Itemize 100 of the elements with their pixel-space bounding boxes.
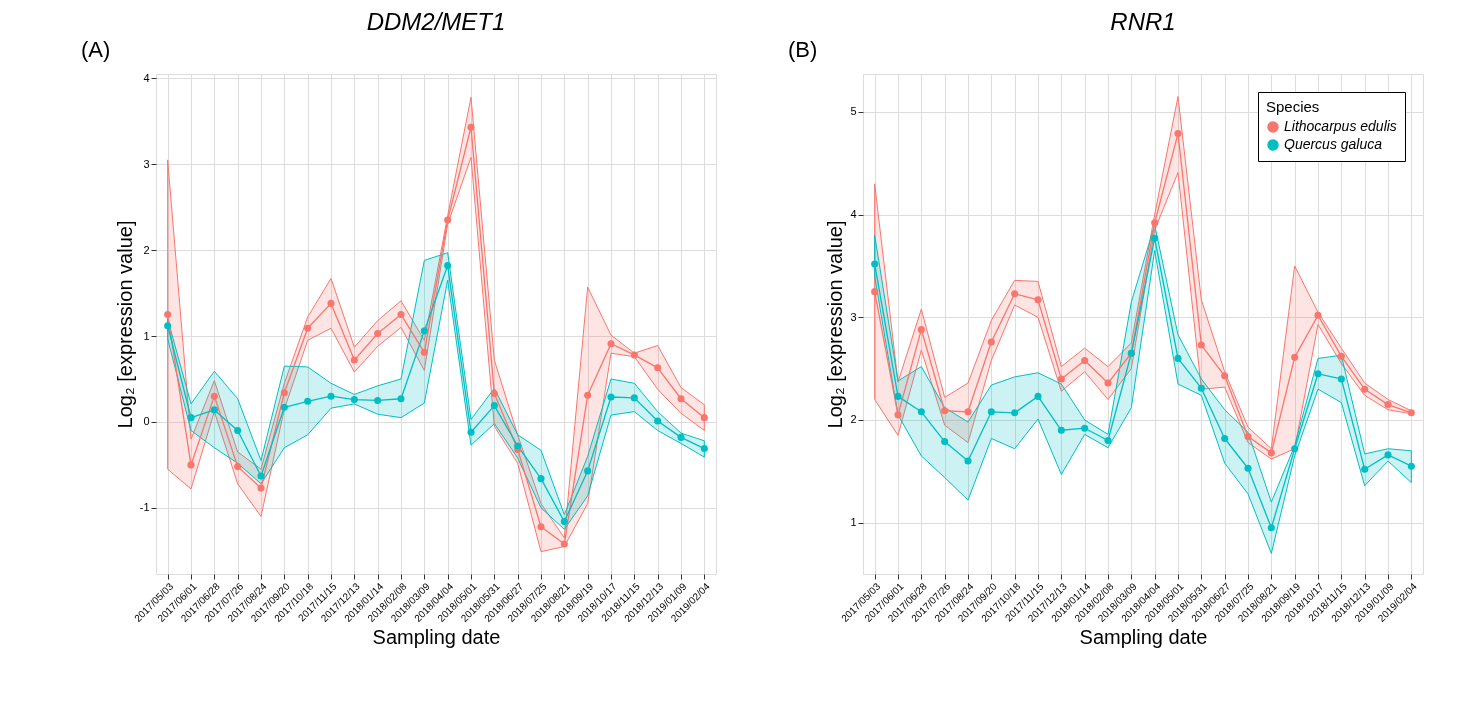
point <box>234 463 242 471</box>
point <box>1361 385 1369 393</box>
point <box>987 338 995 346</box>
y-tick-label: 3 <box>143 157 150 170</box>
point <box>537 475 545 483</box>
point <box>280 403 288 411</box>
text: (B) <box>788 37 818 62</box>
point <box>1221 434 1229 443</box>
point <box>1314 311 1322 319</box>
point <box>677 395 685 403</box>
point <box>1314 370 1322 378</box>
chart-title: DDM2/MET1 <box>366 8 506 35</box>
point <box>964 457 972 465</box>
point <box>420 348 428 356</box>
y-tick-label: 0 <box>143 415 150 428</box>
legend-title: Species <box>1266 98 1320 115</box>
point <box>467 428 475 436</box>
chart-title: RNR1 <box>1110 8 1176 35</box>
point <box>1011 290 1019 298</box>
point <box>1197 341 1205 349</box>
point <box>894 411 902 419</box>
point <box>1291 353 1299 361</box>
point <box>941 407 949 415</box>
point <box>654 417 662 425</box>
point <box>1384 401 1392 409</box>
point <box>210 392 218 400</box>
point <box>871 288 879 296</box>
point <box>490 402 498 410</box>
point <box>1244 464 1252 472</box>
point <box>1361 465 1369 473</box>
point <box>444 216 452 224</box>
point <box>350 356 358 364</box>
y-tick-label: 4 <box>143 71 150 84</box>
point <box>1011 409 1019 417</box>
point <box>164 311 172 319</box>
point <box>607 340 615 348</box>
point <box>917 408 925 416</box>
point <box>560 518 568 526</box>
point <box>700 445 708 453</box>
point <box>397 395 405 403</box>
point <box>304 397 312 405</box>
point <box>584 467 592 475</box>
point <box>537 523 545 531</box>
legend-label: Lithocarpus edulis <box>1284 118 1397 134</box>
x-axis-title: Sampling date <box>372 625 501 648</box>
y-tick-label: -1 <box>139 501 150 514</box>
point <box>607 393 615 401</box>
point <box>700 414 708 422</box>
point <box>327 299 335 307</box>
point <box>560 540 568 548</box>
point <box>1104 437 1112 445</box>
y-axis-title: Log₂ [expression value] <box>113 220 136 429</box>
point <box>941 438 949 446</box>
y-tick-label: 1 <box>143 329 150 342</box>
point <box>1081 356 1089 364</box>
y-tick-label: 5 <box>850 105 857 118</box>
point <box>1221 372 1229 380</box>
point <box>987 408 995 416</box>
point <box>1174 354 1182 362</box>
point <box>1174 130 1182 138</box>
point <box>1407 462 1415 470</box>
point <box>1197 384 1205 392</box>
point <box>677 433 685 441</box>
point <box>1034 392 1042 400</box>
x-axis-title: Sampling date <box>1079 625 1208 648</box>
point <box>871 260 879 268</box>
point <box>467 123 475 131</box>
point <box>327 392 335 400</box>
point <box>164 322 172 330</box>
point <box>1384 451 1392 459</box>
point <box>1081 424 1089 432</box>
point <box>374 396 382 404</box>
point <box>187 414 195 422</box>
point <box>1104 379 1112 387</box>
point <box>304 324 312 332</box>
point <box>1057 375 1065 383</box>
point <box>1244 432 1252 440</box>
point <box>1034 296 1042 304</box>
point <box>257 472 265 480</box>
point <box>444 262 452 270</box>
point <box>1267 449 1275 457</box>
point <box>1337 352 1345 360</box>
point <box>630 394 638 402</box>
point <box>584 391 592 399</box>
point <box>1151 219 1159 227</box>
y-axis-title: Log₂ [expression value] <box>824 220 847 429</box>
y-tick-label: 2 <box>850 413 857 426</box>
point <box>894 392 902 400</box>
point <box>917 326 925 334</box>
point <box>210 406 218 414</box>
point <box>1407 409 1415 417</box>
point <box>1151 234 1159 242</box>
point <box>374 329 382 337</box>
point <box>490 390 498 398</box>
point <box>1291 445 1299 453</box>
point <box>964 408 972 416</box>
y-tick-label: 2 <box>143 243 150 256</box>
point <box>257 484 265 492</box>
point <box>234 427 242 435</box>
point <box>280 389 288 397</box>
